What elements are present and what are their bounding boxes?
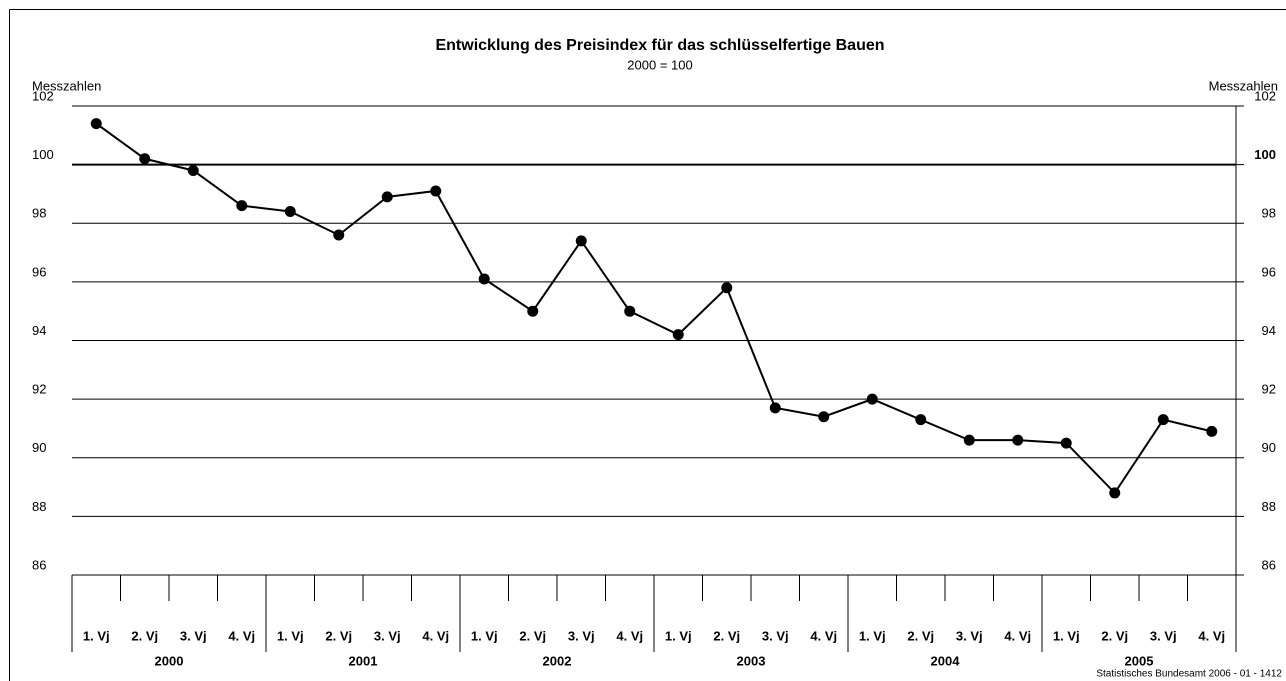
marker (187, 164, 199, 176)
y2-axis-label: Messzahlen (1209, 78, 1278, 93)
x-tick-label: 1. Vj (83, 628, 110, 643)
y-tick-label: 90 (32, 440, 46, 455)
year-label: 2000 (155, 653, 184, 668)
y-tick-label: 100 (32, 147, 54, 162)
y2-tick-label: 90 (1262, 440, 1276, 455)
y2-tick-label: 102 (1254, 88, 1276, 103)
marker (915, 414, 927, 426)
marker (333, 229, 345, 241)
y-tick-label: 102 (32, 88, 54, 103)
y-axis-label: Messzahlen (32, 78, 101, 93)
x-tick-label: 3. Vj (180, 628, 207, 643)
marker (963, 434, 975, 446)
x-tick-label: 4. Vj (228, 628, 255, 643)
y-tick-label: 98 (32, 206, 46, 221)
marker (624, 305, 636, 317)
y2-tick-label: 86 (1262, 557, 1276, 572)
marker (769, 402, 781, 414)
x-tick-label: 2. Vj (1101, 628, 1128, 643)
x-tick-label: 3. Vj (1150, 628, 1177, 643)
year-label: 2001 (349, 653, 378, 668)
x-tick-label: 1. Vj (859, 628, 886, 643)
marker (381, 191, 393, 203)
x-tick-label: 1. Vj (1053, 628, 1080, 643)
x-tick-label: 3. Vj (568, 628, 595, 643)
marker (818, 411, 830, 423)
y-tick-label: 88 (32, 499, 46, 514)
x-tick-label: 4. Vj (810, 628, 837, 643)
x-tick-label: 2. Vj (131, 628, 158, 643)
y2-tick-label: 96 (1262, 264, 1276, 279)
subtitle: 2000 = 100 (627, 57, 692, 72)
x-tick-label: 2. Vj (907, 628, 934, 643)
x-tick-label: 1. Vj (277, 628, 304, 643)
x-tick-label: 4. Vj (616, 628, 643, 643)
y2-tick-label: 92 (1262, 382, 1276, 397)
marker (430, 185, 442, 197)
year-label: 2002 (543, 653, 572, 668)
x-tick-label: 3. Vj (374, 628, 401, 643)
y2-tick-label: 98 (1262, 206, 1276, 221)
x-tick-label: 4. Vj (1198, 628, 1225, 643)
marker (139, 153, 151, 165)
y-tick-label: 92 (32, 382, 46, 397)
y2-tick-label: 88 (1262, 499, 1276, 514)
year-label: 2003 (737, 653, 766, 668)
line (95, 122, 1212, 495)
x-tick-label: 4. Vj (1004, 628, 1031, 643)
year-label: 2005 (1125, 653, 1154, 668)
marker (284, 206, 296, 218)
marker (527, 305, 539, 317)
marker (1012, 434, 1024, 446)
marker (236, 200, 248, 212)
y-tick-label: 86 (32, 557, 46, 572)
y-tick-label: 94 (32, 323, 46, 338)
y2-tick-label: 100 (1254, 147, 1276, 162)
marker (1109, 487, 1121, 499)
marker (1060, 437, 1072, 449)
marker (478, 273, 490, 285)
marker (672, 329, 684, 341)
x-tick-label: 4. Vj (422, 628, 449, 643)
marker (1206, 425, 1218, 437)
marker (575, 235, 587, 247)
x-tick-label: 3. Vj (956, 628, 983, 643)
marker (866, 393, 878, 405)
chart-title: Entwicklung des Preisindex für das schlü… (435, 37, 884, 54)
x-tick-label: 2. Vj (519, 628, 546, 643)
marker (1157, 414, 1169, 426)
x-tick-label: 1. Vj (471, 628, 498, 643)
x-tick-label: 2. Vj (325, 628, 352, 643)
y-tick-label: 96 (32, 264, 46, 279)
x-tick-label: 1. Vj (665, 628, 692, 643)
x-tick-label: 2. Vj (713, 628, 740, 643)
marker (721, 282, 733, 294)
y2-tick-label: 94 (1262, 323, 1276, 338)
source: Statistisches Bundesamt 2006 - 01 - 1412 (1096, 669, 1282, 680)
marker (90, 118, 102, 130)
year-label: 2004 (931, 653, 961, 668)
x-tick-label: 3. Vj (762, 628, 789, 643)
